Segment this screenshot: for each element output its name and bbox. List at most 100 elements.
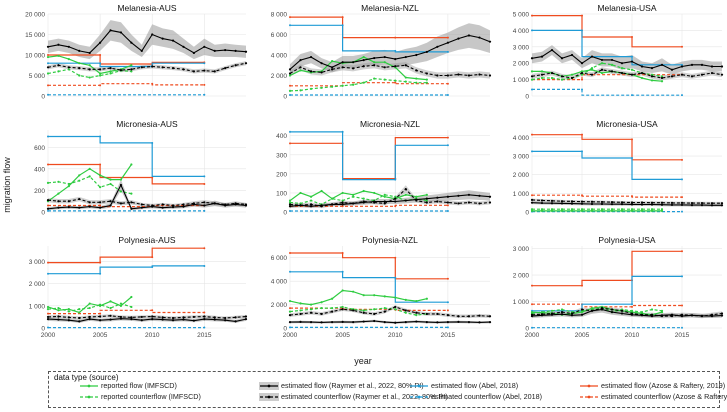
point-raymer_flow (446, 195, 449, 198)
point-raymer_flow (467, 193, 471, 196)
point-raymer_flow (373, 319, 376, 323)
point-reported_flow (540, 311, 544, 314)
point-reported_flow (109, 178, 112, 181)
point-raymer_counterflow (660, 76, 664, 80)
point-raymer_flow (320, 204, 323, 207)
point-raymer_flow (67, 45, 70, 48)
point-raymer_counterflow (88, 201, 91, 204)
point-reported_counterflow (394, 79, 397, 82)
legend-key-azose-flow (580, 384, 598, 388)
point-raymer_counterflow (550, 199, 554, 202)
point-raymer_flow (710, 314, 714, 318)
point-raymer_flow (192, 319, 195, 322)
point-raymer_flow (394, 200, 397, 203)
point-raymer_counterflow (710, 202, 714, 205)
point-raymer_counterflow (690, 75, 694, 78)
x-tick-label: 2015 (197, 332, 212, 339)
point-raymer_flow (362, 201, 365, 204)
point-reported_counterflow (373, 308, 376, 311)
y-tick-label: 5 000 (513, 12, 530, 19)
point-raymer_counterflow (67, 316, 70, 319)
point-reported_counterflow (570, 208, 574, 211)
point-raymer_flow (394, 58, 397, 61)
point-raymer_counterflow (530, 75, 534, 78)
point-azose_flow (203, 182, 206, 185)
point-azose_counterflow (446, 82, 449, 85)
point-abel_flow (47, 62, 49, 65)
point-reported_counterflow (550, 309, 554, 312)
point-raymer_flow (436, 196, 439, 199)
point-raymer_flow (224, 48, 227, 52)
point-raymer_counterflow (109, 314, 112, 317)
point-raymer_counterflow (540, 199, 544, 202)
point-raymer_flow (670, 313, 674, 316)
point-raymer_counterflow (425, 312, 428, 316)
point-raymer_flow (530, 57, 534, 60)
point-raymer_flow (341, 61, 344, 64)
point-raymer_flow (700, 314, 704, 317)
point-abel_counterflow (289, 210, 291, 213)
series-azose_flow (532, 134, 682, 161)
point-abel_flow (47, 135, 49, 138)
point-raymer_flow (320, 321, 323, 324)
point-raymer_flow (620, 312, 624, 315)
point-raymer_counterflow (415, 311, 418, 314)
y-tick-label: 0 (525, 94, 529, 101)
y-tick-label: 2 000 (29, 281, 46, 288)
point-raymer_flow (660, 203, 664, 206)
y-tick-label: 5 000 (29, 73, 46, 80)
point-reported_flow (540, 209, 544, 212)
point-azose_flow (446, 36, 449, 39)
point-raymer_flow (590, 55, 594, 58)
point-raymer_counterflow (151, 65, 154, 68)
point-raymer_counterflow (130, 316, 133, 319)
panel-title: Melanesia-USA (597, 3, 656, 13)
point-raymer_flow (140, 49, 143, 53)
legend-label-azose-counterflow: estimated counterflow (Azose & Raftery, … (601, 392, 727, 401)
point-raymer_flow (670, 203, 674, 207)
point-azose_flow (47, 261, 49, 264)
point-raymer_counterflow (383, 202, 386, 205)
point-raymer_counterflow (478, 314, 481, 317)
y-tick-label: 600 (34, 145, 45, 152)
point-raymer_flow (650, 203, 654, 206)
legend-label-abel-flow: estimated flow (Abel, 2018) (431, 381, 519, 390)
panel-title: Polynesia-AUS (118, 235, 175, 245)
point-abel_counterflow (446, 93, 449, 96)
point-reported_flow (331, 60, 334, 63)
point-raymer_flow (171, 206, 175, 209)
point-raymer_flow (570, 314, 574, 317)
point-reported_counterflow (119, 302, 123, 305)
point-raymer_counterflow (457, 202, 460, 205)
point-raymer_flow (224, 319, 227, 322)
point-reported_flow (394, 296, 397, 299)
point-raymer_counterflow (670, 201, 674, 204)
legend-label-abel-counterflow: estimated counterflow (Abel, 2018) (431, 392, 543, 401)
point-reported_flow (600, 209, 604, 212)
point-raymer_counterflow (362, 311, 365, 314)
point-raymer_flow (650, 314, 654, 318)
point-reported_flow (660, 311, 664, 314)
point-reported_counterflow (288, 89, 292, 92)
point-raymer_flow (151, 33, 154, 36)
point-reported_counterflow (660, 75, 664, 78)
point-abel_flow (151, 266, 154, 269)
point-raymer_counterflow (67, 200, 70, 203)
point-reported_flow (320, 189, 323, 193)
point-raymer_flow (309, 55, 313, 59)
point-abel_flow (394, 178, 397, 181)
point-raymer_counterflow (580, 308, 584, 311)
point-azose_flow (581, 133, 583, 136)
point-raymer_counterflow (224, 67, 227, 70)
point-raymer_flow (404, 55, 407, 59)
point-abel_counterflow (289, 326, 291, 329)
point-raymer_flow (690, 204, 694, 207)
y-tick-label: 0 (283, 326, 287, 333)
point-azose_flow (289, 252, 291, 255)
point-raymer_counterflow (446, 314, 449, 317)
point-raymer_counterflow (331, 68, 334, 71)
series-reported_flow (289, 289, 427, 306)
point-abel_flow (631, 156, 633, 159)
point-raymer_flow (560, 57, 564, 60)
point-azose_flow (631, 35, 633, 38)
